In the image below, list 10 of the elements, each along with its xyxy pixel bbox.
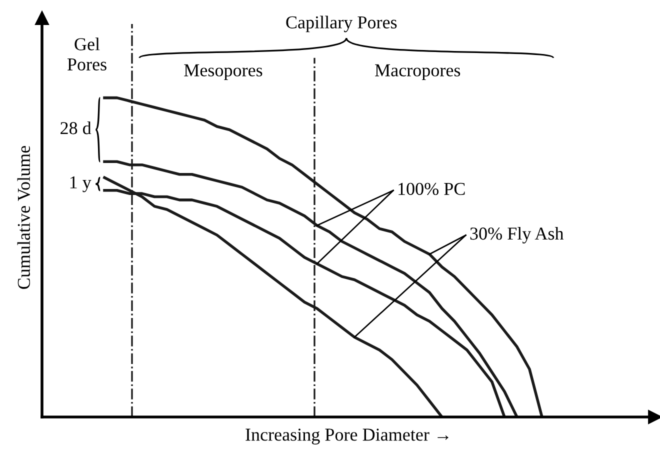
y-axis-title: Cumulative Volume [17,146,30,289]
annotation: 1 y [70,176,92,192]
text: Mesopores [184,64,262,80]
annotation: 100% PC [398,182,465,196]
text: Macropores [375,64,460,80]
annotation: 28 d [60,122,92,134]
text: Gel Pores [67,38,106,70]
x-axis-title: Increasing Pore Diameter → [246,428,448,444]
annotation: 30% Fly Ash [470,226,564,244]
text: Capillary Pores [286,16,397,32]
